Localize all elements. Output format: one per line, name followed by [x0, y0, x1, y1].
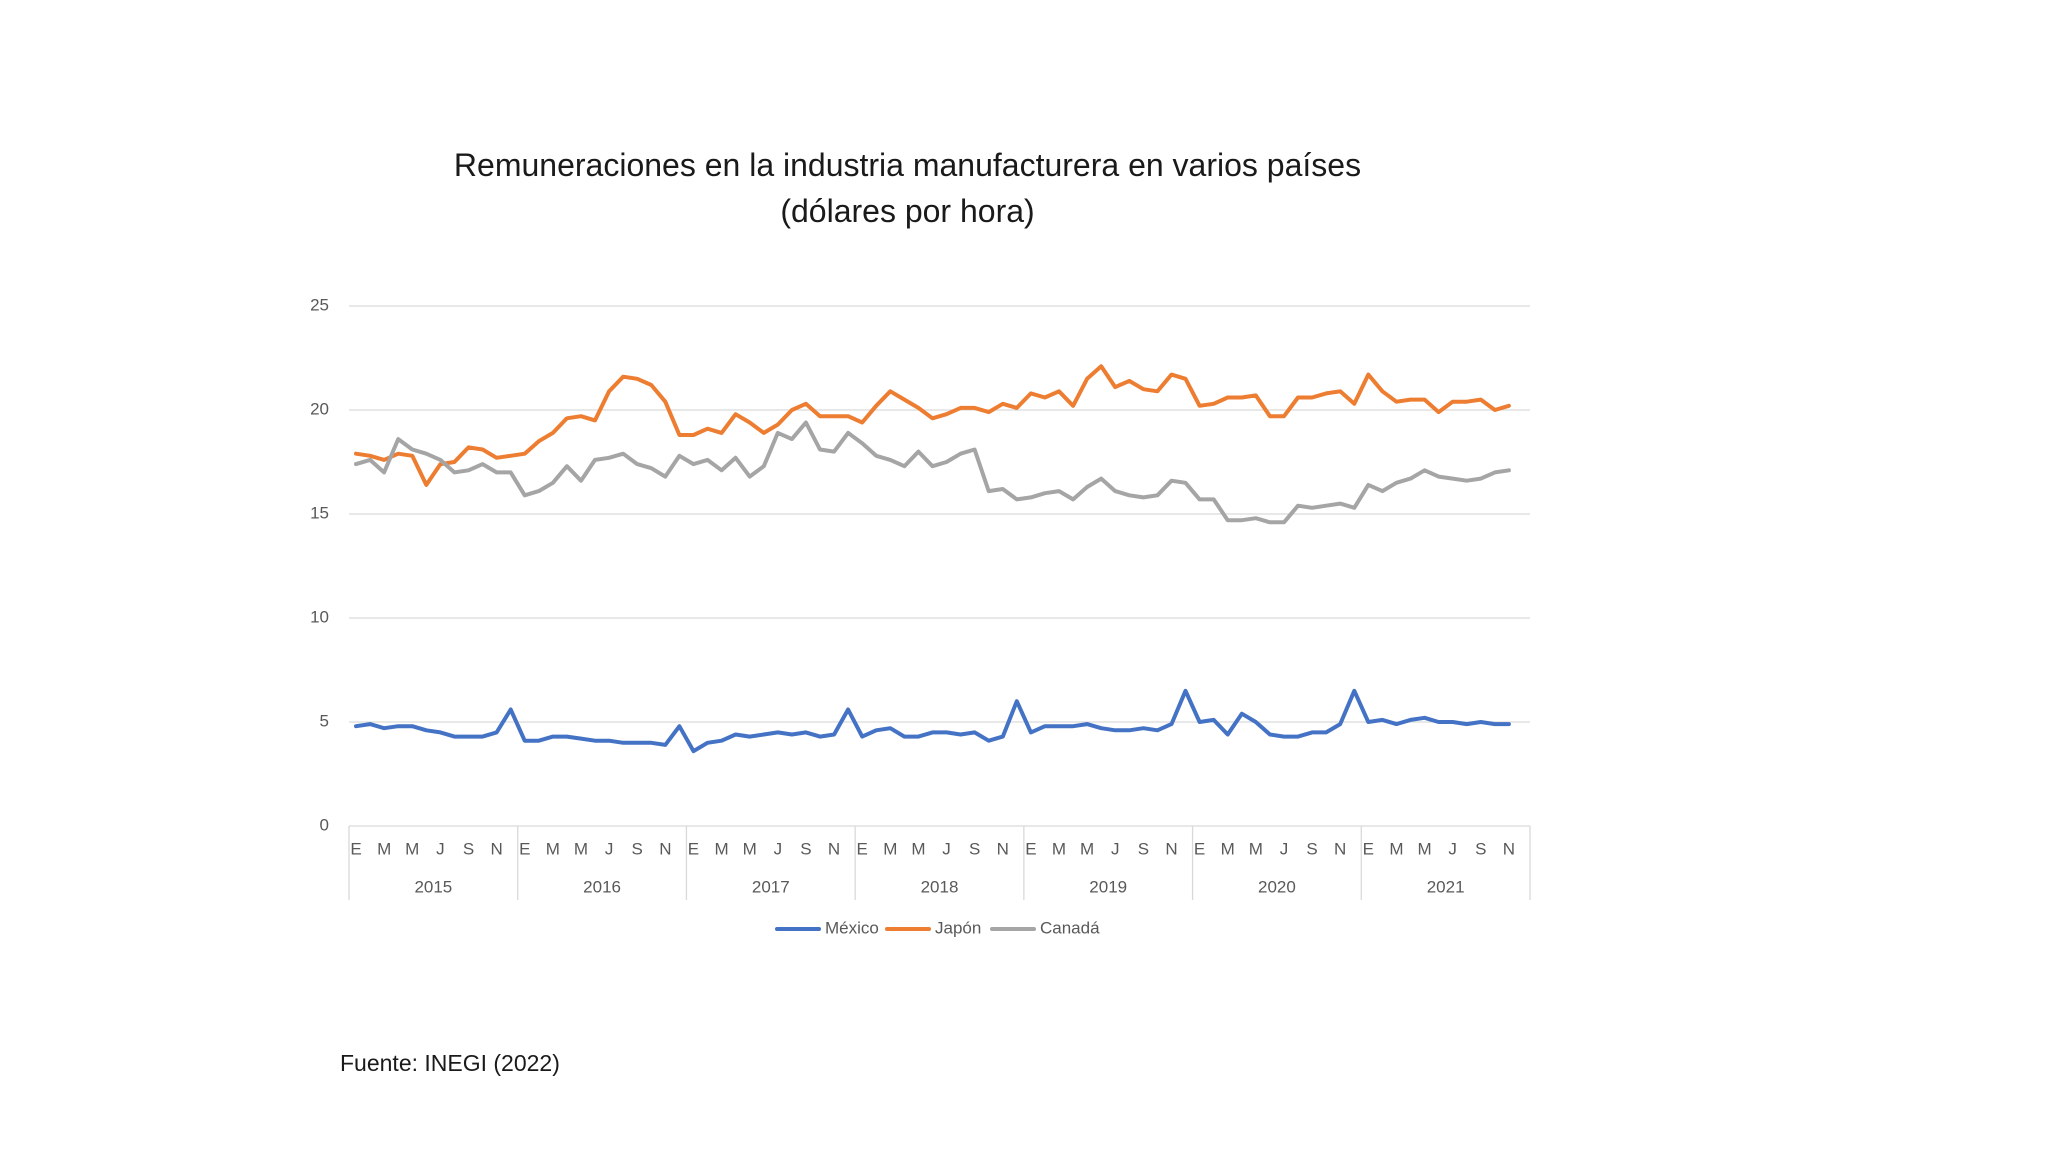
x-tick-year-label-2021: 2021	[1427, 877, 1465, 896]
chart-title: Remuneraciones en la industria manufactu…	[453, 147, 1362, 183]
x-tick-month-label: M	[1389, 839, 1403, 858]
x-tick-month-label: N	[1165, 839, 1177, 858]
x-tick-year-label-2020: 2020	[1258, 877, 1296, 896]
x-tick-month-label: E	[857, 839, 868, 858]
x-tick-month-label: S	[800, 839, 811, 858]
x-tick-month-label: M	[405, 839, 419, 858]
x-tick-month-label: S	[1306, 839, 1317, 858]
chart-title-block: Remuneraciones en la industria manufactu…	[0, 142, 1815, 234]
x-tick-month-label: S	[1138, 839, 1149, 858]
legend-label-canada: Canadá	[1040, 918, 1100, 937]
x-tick-month-label: S	[632, 839, 643, 858]
x-tick-month-label: M	[377, 839, 391, 858]
x-tick-month-label: N	[659, 839, 671, 858]
x-tick-month-label: N	[828, 839, 840, 858]
y-tick-label-0: 0	[320, 815, 329, 834]
x-tick-year-label-2016: 2016	[583, 877, 621, 896]
y-tick-label-5: 5	[320, 711, 329, 730]
legend-label-mexico: México	[825, 918, 879, 937]
y-tick-label-25: 25	[310, 295, 329, 314]
x-tick-month-label: M	[1249, 839, 1263, 858]
x-tick-month-label: E	[1363, 839, 1374, 858]
x-tick-month-label: E	[1025, 839, 1036, 858]
x-tick-month-label: J	[1448, 839, 1457, 858]
x-tick-year-label-2015: 2015	[414, 877, 452, 896]
series-line-japon	[354, 364, 1511, 487]
series-line-mexico	[354, 688, 1511, 754]
x-tick-month-label: E	[1194, 839, 1205, 858]
x-tick-month-label: J	[1280, 839, 1289, 858]
x-tick-month-label: N	[490, 839, 502, 858]
x-tick-month-label: M	[743, 839, 757, 858]
x-tick-month-label: N	[1334, 839, 1346, 858]
x-tick-month-label: M	[1417, 839, 1431, 858]
x-tick-month-label: M	[714, 839, 728, 858]
x-tick-month-label: M	[1080, 839, 1094, 858]
chart-subtitle: (dólares por hora)	[780, 193, 1035, 229]
x-tick-month-label: M	[546, 839, 560, 858]
legend: México Japón Canadá	[775, 918, 1100, 937]
series-layer	[354, 364, 1511, 754]
legend-label-japon: Japón	[935, 918, 981, 937]
x-tick-month-label: E	[519, 839, 530, 858]
x-tick-month-label: J	[436, 839, 445, 858]
x-tick-month-label: J	[1111, 839, 1120, 858]
x-tick-month-label: S	[463, 839, 474, 858]
x-tick-month-label: M	[883, 839, 897, 858]
x-tick-month-label: M	[1052, 839, 1066, 858]
x-tick-year-label-2017: 2017	[752, 877, 790, 896]
x-tick-year-label-2019: 2019	[1089, 877, 1127, 896]
x-tick-month-label: S	[1475, 839, 1486, 858]
y-tick-label-10: 10	[310, 607, 329, 626]
x-tick-month-label: J	[605, 839, 614, 858]
grid-layer	[349, 305, 1530, 827]
x-tick-month-label: J	[942, 839, 951, 858]
x-tick-month-label: M	[1221, 839, 1235, 858]
y-tick-label-20: 20	[310, 399, 329, 418]
x-tick-year-label-2018: 2018	[921, 877, 959, 896]
series-line-canada	[354, 420, 1511, 525]
source-note: Fuente: INEGI (2022)	[340, 1050, 560, 1076]
x-tick-month-label: M	[911, 839, 925, 858]
x-tick-month-label: E	[688, 839, 699, 858]
x-tick-month-label: N	[1503, 839, 1515, 858]
x-tick-month-label: M	[574, 839, 588, 858]
x-tick-month-label: S	[969, 839, 980, 858]
y-tick-label-15: 15	[310, 503, 329, 522]
x-tick-month-label: J	[774, 839, 783, 858]
x-tick-month-label: E	[350, 839, 361, 858]
x-tick-month-label: N	[997, 839, 1009, 858]
